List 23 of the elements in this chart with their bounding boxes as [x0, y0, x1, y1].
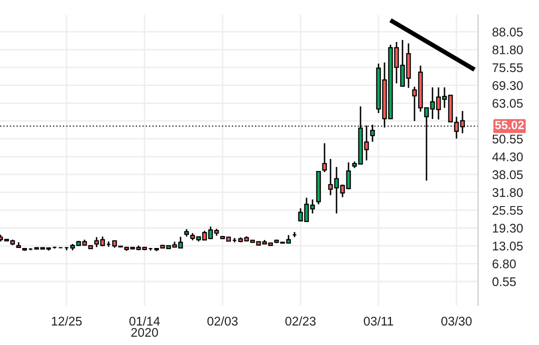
y-tick-label: 31.80 [492, 188, 523, 197]
y-tick-label: 6.80 [492, 259, 516, 268]
candlestick [370, 124, 375, 143]
y-tick-label: 69.30 [492, 81, 523, 90]
y-tick-label: 19.30 [492, 224, 523, 233]
y-tick-label: 75.55 [492, 63, 523, 72]
x-tick-label: 01/14 2020 [129, 316, 160, 337]
y-tick-label: 0.55 [492, 277, 516, 286]
x-tick-label: 02/23 [285, 316, 316, 326]
y-tick-label: 38.05 [492, 170, 523, 180]
y-tick-label: 50.55 [492, 134, 523, 144]
x-tick-label: 03/11 [364, 316, 394, 326]
y-tick-label: 81.80 [492, 45, 523, 54]
y-tick-label: 25.55 [492, 206, 523, 215]
x-tick-label: 02/03 [207, 316, 238, 326]
y-tick-label: 13.05 [492, 242, 523, 250]
ref-line-label: 55.02 [495, 120, 524, 130]
y-tick-label: 44.30 [492, 152, 523, 162]
x-tick-label: 12/25 [52, 316, 82, 326]
y-tick-label: 88.05 [492, 28, 523, 36]
x-tick-label: 03/30 [441, 316, 472, 326]
candlestick [322, 142, 327, 173]
y-tick-label: 63.05 [492, 98, 523, 108]
